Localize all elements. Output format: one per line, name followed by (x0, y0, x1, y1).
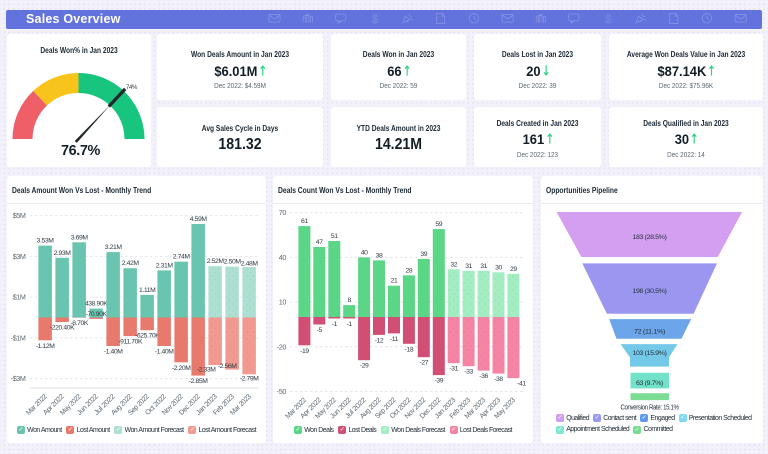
svg-text:-1: -1 (332, 321, 338, 328)
svg-text:$3M: $3M (13, 252, 26, 261)
svg-text:2.50M: 2.50M (224, 259, 242, 266)
svg-text:59: 59 (435, 221, 442, 228)
svg-text:-11: -11 (390, 336, 399, 343)
svg-text:-41: -41 (517, 381, 526, 388)
svg-text:-33: -33 (464, 369, 473, 376)
svg-text:29: 29 (510, 266, 517, 273)
svg-text:1.11M: 1.11M (139, 287, 156, 294)
svg-text:47: 47 (316, 239, 323, 246)
svg-text:-19: -19 (300, 348, 309, 355)
svg-text:-1.12M: -1.12M (36, 343, 55, 350)
svg-text:63 (9.7%): 63 (9.7%) (636, 380, 663, 387)
svg-text:-2.79M: -2.79M (240, 376, 259, 383)
svg-text:-20: -20 (277, 342, 287, 351)
svg-text:-50: -50 (277, 387, 287, 396)
svg-text:$5M: $5M (13, 211, 26, 220)
svg-text:39: 39 (420, 251, 427, 258)
svg-text:-12: -12 (375, 337, 384, 344)
svg-text:-625.70K: -625.70K (135, 333, 160, 340)
svg-text:21: 21 (391, 278, 398, 285)
svg-text:40: 40 (361, 249, 368, 256)
svg-text:-2.85M: -2.85M (189, 378, 208, 385)
svg-text:32: 32 (450, 261, 457, 268)
svg-text:$: $ (372, 14, 379, 26)
svg-text:2.48M: 2.48M (241, 261, 259, 268)
svg-text:-38: -38 (494, 376, 503, 383)
svg-text:183 (28.5%): 183 (28.5%) (633, 234, 667, 241)
svg-text:-1: -1 (347, 321, 353, 328)
svg-text:$1M: $1M (13, 293, 26, 302)
svg-text:-2.56M: -2.56M (218, 363, 237, 370)
svg-text:Conversion Rate: 15.1%: Conversion Rate: 15.1% (621, 403, 680, 412)
svg-text:38: 38 (376, 252, 383, 259)
svg-text:72 (11.1%): 72 (11.1%) (634, 329, 665, 336)
svg-text:-27: -27 (419, 360, 428, 367)
svg-text:-18: -18 (405, 346, 414, 353)
svg-text:10: 10 (279, 298, 287, 307)
svg-text:70: 70 (279, 208, 287, 217)
svg-text:-29: -29 (360, 363, 369, 370)
svg-text:2.74M: 2.74M (173, 254, 191, 261)
svg-text:3.69M: 3.69M (71, 234, 89, 241)
svg-text:198 (30.5%): 198 (30.5%) (633, 288, 667, 295)
svg-text:-2.20M: -2.20M (172, 365, 191, 372)
svg-text:40: 40 (279, 253, 287, 262)
svg-text:-39: -39 (434, 378, 443, 385)
svg-text:8: 8 (348, 297, 352, 304)
svg-text:-911.70K: -911.70K (118, 339, 143, 346)
svg-text:2.31M: 2.31M (156, 262, 174, 269)
svg-text:51: 51 (331, 233, 338, 240)
svg-text:61: 61 (301, 218, 308, 225)
svg-text:-70.90K: -70.90K (86, 311, 108, 318)
svg-text:2.93M: 2.93M (54, 250, 72, 257)
svg-text:-5: -5 (317, 327, 323, 334)
svg-text:3.53M: 3.53M (37, 238, 55, 245)
svg-text:-36: -36 (479, 373, 488, 380)
svg-text:-31: -31 (449, 366, 458, 373)
svg-text:30: 30 (495, 264, 502, 271)
svg-text:-2.33M: -2.33M (197, 367, 216, 374)
svg-text:3.21M: 3.21M (105, 244, 123, 251)
svg-text:31: 31 (465, 263, 472, 270)
svg-text:-8.70K: -8.70K (70, 320, 88, 327)
svg-text:4.59M: 4.59M (190, 216, 208, 223)
svg-text:-1.40M: -1.40M (104, 349, 123, 356)
svg-text:28: 28 (406, 267, 413, 274)
svg-text:76.7%: 76.7% (61, 142, 100, 159)
svg-text:103 (15.9%): 103 (15.9%) (633, 350, 667, 357)
svg-text:31: 31 (480, 263, 487, 270)
svg-text:74%: 74% (126, 84, 137, 91)
svg-text:2.42M: 2.42M (122, 260, 140, 267)
svg-text:-220.40K: -220.40K (50, 325, 75, 332)
svg-text:2.52M: 2.52M (207, 258, 225, 265)
svg-text:438.90K: 438.90K (85, 301, 108, 308)
svg-text:$: $ (605, 14, 612, 26)
svg-text:-$3M: -$3M (11, 374, 26, 383)
svg-text:-$1M: -$1M (11, 333, 26, 342)
svg-text:-1.40M: -1.40M (155, 349, 174, 356)
